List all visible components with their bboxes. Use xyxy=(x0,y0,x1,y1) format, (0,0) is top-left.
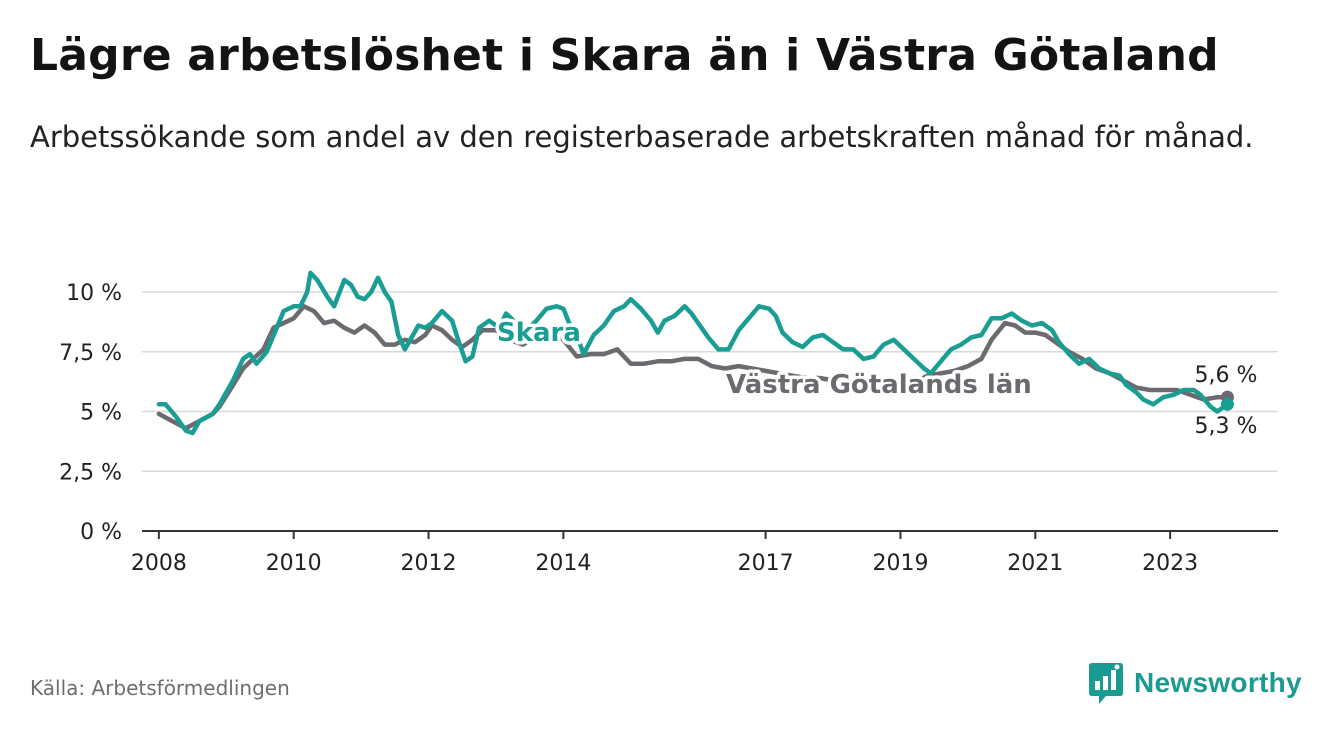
end-label-vastra-gotalands-lan-halo: 5,6 % xyxy=(1195,363,1258,388)
newsworthy-logo-icon xyxy=(1089,663,1123,704)
gridlines xyxy=(142,291,1278,532)
x-axis-ticks: 2008 2010 2012 2014 2017 2019 2021 2023 xyxy=(131,531,1198,576)
series-label-skara-halo: Skara xyxy=(497,318,581,348)
x-tick-label: 2019 xyxy=(872,551,928,576)
x-tick-label: 2023 xyxy=(1142,551,1198,576)
x-tick-label: 2014 xyxy=(535,551,591,576)
end-point-skara xyxy=(1220,397,1234,411)
x-tick-label: 2012 xyxy=(401,551,457,576)
y-axis-ticks: 0 % 2,5 % 5 % 7,5 % 10 % xyxy=(59,281,122,545)
y-tick-label: 0 % xyxy=(80,520,122,545)
x-tick-label: 2021 xyxy=(1007,551,1063,576)
y-tick-label: 2,5 % xyxy=(59,460,122,485)
series-lines xyxy=(156,270,1234,436)
line-chart: 0 % 2,5 % 5 % 7,5 % 10 % 2008 2010 2012 2014 201… xyxy=(59,270,1278,576)
x-tick-label: 2010 xyxy=(266,551,322,576)
chart-subtitle: Arbetssökande som andel av den registerb… xyxy=(30,120,1254,154)
y-tick-label: 7,5 % xyxy=(59,341,122,366)
x-tick-label: 2017 xyxy=(738,551,794,576)
y-tick-label: 10 % xyxy=(66,281,122,306)
series-label-skara: Skara xyxy=(497,318,581,348)
source-note: Källa: Arbetsförmedlingen xyxy=(30,676,290,700)
series-label-vastra-gotalands-lan: Västra Götalands län xyxy=(726,370,1032,400)
chart-title: Lägre arbetslöshet i Skara än i Västra G… xyxy=(30,30,1219,81)
series-label-vastra-gotalands-lan-halo: Västra Götalands län xyxy=(726,370,1032,400)
x-tick-label: 2008 xyxy=(131,551,187,576)
brand-logo[interactable]: Newsworthy xyxy=(1088,660,1302,706)
end-label-skara: 5,3 % xyxy=(1195,414,1258,439)
y-tick-label: 5 % xyxy=(80,401,122,426)
series-line-vastra-gotalands-lan xyxy=(156,304,1230,431)
end-label-skara-halo: 5,3 % xyxy=(1195,414,1258,439)
brand-name: Newsworthy xyxy=(1134,667,1302,698)
series-line-skara xyxy=(156,270,1230,436)
end-label-vastra-gotalands-lan: 5,6 % xyxy=(1195,363,1258,388)
